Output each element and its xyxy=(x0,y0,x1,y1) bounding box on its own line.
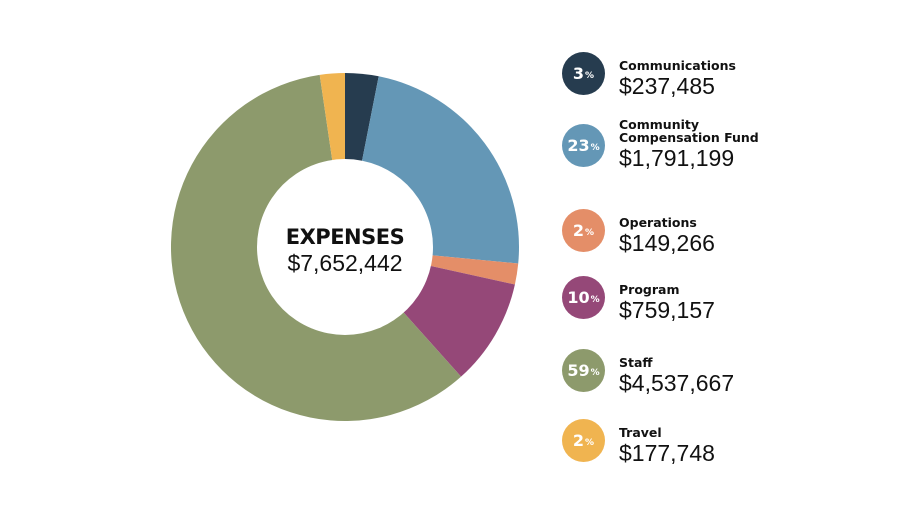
legend-percent-badge: 23% xyxy=(562,123,605,167)
legend-percent-sign: % xyxy=(585,437,595,448)
legend-percent-value: 2 xyxy=(572,220,585,240)
center-title: EXPENSES xyxy=(286,225,404,249)
legend: 3% Communications $237,485 23% Community Comp… xyxy=(562,0,902,514)
legend-amount: $1,791,199 xyxy=(619,145,735,171)
legend-amount: $149,266 xyxy=(619,230,715,256)
legend-percent-badge: 2% xyxy=(562,208,605,252)
legend-percent-value: 59 xyxy=(567,360,590,380)
legend-percent-badge: 10% xyxy=(562,275,605,319)
legend-percent-sign: % xyxy=(590,142,600,153)
legend-label-line: Staff xyxy=(619,355,653,370)
legend-label-line: Operations xyxy=(619,215,697,230)
legend-percent-sign: % xyxy=(585,70,595,81)
legend-label: Communications xyxy=(619,59,899,72)
legend-label-line: Travel xyxy=(619,425,662,440)
legend-percent-badge: 59% xyxy=(562,348,605,392)
legend-percent-sign: % xyxy=(590,294,600,305)
legend-label: Travel xyxy=(619,426,899,439)
legend-label-line: Community xyxy=(619,117,700,132)
legend-label: Staff xyxy=(619,356,899,369)
legend-percent-badge: 2% xyxy=(562,418,605,462)
legend-label: Community Compensation Fund xyxy=(619,118,899,144)
legend-percent-sign: % xyxy=(590,367,600,378)
legend-percent-badge: 3% xyxy=(562,51,605,95)
legend-label: Operations xyxy=(619,216,899,229)
legend-label-line: Communications xyxy=(619,58,736,73)
legend-label-line: Compensation Fund xyxy=(619,130,759,145)
legend-percent-value: 10 xyxy=(567,287,590,307)
legend-amount: $237,485 xyxy=(619,73,715,99)
legend-percent-sign: % xyxy=(585,227,595,238)
legend-percent-value: 3 xyxy=(572,63,585,83)
legend-percent-value: 23 xyxy=(567,135,590,155)
donut-hole xyxy=(257,159,433,335)
center-total-value: $7,652,442 xyxy=(287,250,402,276)
legend-amount: $177,748 xyxy=(619,440,715,466)
legend-amount: $4,537,667 xyxy=(619,370,735,396)
legend-label: Program xyxy=(619,283,899,296)
legend-amount: $759,157 xyxy=(619,297,715,323)
legend-percent-value: 2 xyxy=(572,430,585,450)
legend-label-line: Program xyxy=(619,282,680,297)
